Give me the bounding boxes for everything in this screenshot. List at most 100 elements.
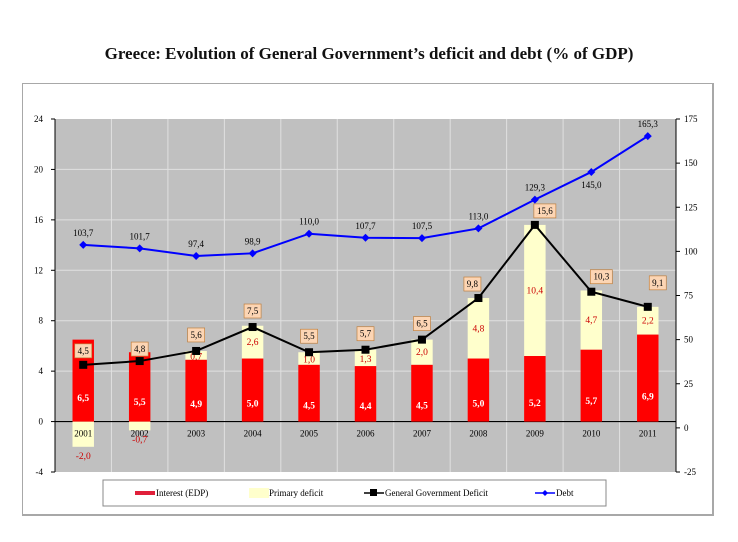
debt-marker	[192, 251, 201, 260]
gg-deficit-value-label: 5,7	[360, 329, 372, 339]
tick-label-right: 175	[684, 114, 698, 124]
tick-label-right: 150	[684, 158, 698, 168]
gg-deficit-marker	[305, 348, 314, 357]
gg-deficit-marker	[79, 360, 88, 369]
interest-value-label: 5,0	[247, 400, 259, 410]
tick-label-left: 0	[39, 417, 44, 427]
bar-interest	[185, 359, 207, 422]
debt-value-label: 113,0	[468, 211, 488, 221]
gg-deficit-value-label: 5,6	[191, 330, 203, 340]
bar-interest	[72, 339, 94, 422]
gg-deficit-marker	[474, 294, 483, 303]
primary-deficit-value-label: 2,6	[247, 338, 259, 348]
debt-marker	[305, 229, 314, 238]
primary-deficit-value-label: 0,7	[190, 352, 202, 362]
gg-deficit-value-label: 4,5	[78, 346, 90, 356]
debt-value-label: 98,9	[245, 236, 261, 246]
gg-deficit-value-label: 10,3	[593, 272, 609, 282]
debt-marker	[587, 167, 596, 176]
gg-deficit-label-box	[130, 341, 149, 357]
category-label: 2003	[187, 429, 206, 439]
category-label: 2006	[357, 429, 376, 439]
interest-value-label: 4,4	[360, 402, 372, 412]
bar-primary-deficit	[241, 325, 264, 359]
legend-label-gg: General Government Deficit	[385, 488, 488, 498]
debt-value-label: 107,7	[355, 221, 376, 231]
bar-interest	[298, 364, 320, 422]
tick-label-right: 50	[684, 335, 694, 345]
gg-deficit-label-box	[463, 276, 482, 292]
debt-value-label: 165,3	[638, 119, 659, 129]
bar-interest	[411, 364, 433, 422]
legend-swatch-debt-marker	[542, 490, 548, 496]
debt-marker	[248, 249, 257, 258]
legend-label-interest: Interest (EDP)	[156, 488, 208, 498]
interest-value-label: 4,5	[303, 402, 315, 412]
gg-deficit-marker	[192, 346, 201, 355]
interest-value-label: 4,9	[190, 400, 202, 410]
bar-primary-deficit	[72, 421, 94, 447]
interest-value-label: 6,5	[77, 394, 89, 404]
interest-value-label: 5,5	[134, 398, 146, 408]
gg-deficit-value-label: 7,5	[247, 306, 259, 316]
bar-primary-deficit	[354, 349, 377, 367]
tick-label-right: 125	[684, 202, 698, 212]
legend-swatch-interest	[135, 491, 155, 495]
tick-label-right: 0	[684, 423, 689, 433]
legend-label-debt: Debt	[556, 488, 574, 498]
gg-deficit-marker	[248, 323, 257, 332]
primary-deficit-value-label: 2,2	[642, 317, 654, 327]
debt-value-label: 101,7	[130, 231, 151, 241]
gg-deficit-label-box	[74, 343, 93, 359]
gg-deficit-marker	[587, 287, 596, 296]
debt-marker	[474, 224, 483, 233]
category-label: 2008	[469, 429, 488, 439]
interest-value-label: 6,9	[642, 392, 654, 402]
debt-value-label: 145,0	[581, 180, 602, 190]
tick-label-left: 24	[34, 114, 44, 124]
gg-deficit-label-box	[356, 326, 375, 342]
bar-primary-deficit	[298, 352, 320, 365]
debt-value-label: 97,4	[188, 239, 204, 249]
primary-deficit-value-label: 4,7	[585, 316, 597, 326]
legend-swatch-gg-marker	[370, 489, 377, 496]
debt-marker	[417, 234, 426, 243]
primary-deficit-value-label: -0,7	[132, 435, 147, 445]
debt-value-label: 103,7	[73, 228, 94, 238]
gg-deficit-value-label: 4,8	[134, 344, 146, 354]
gg-deficit-marker	[417, 335, 426, 344]
bar-interest	[354, 366, 377, 422]
chart-frame	[22, 83, 714, 516]
bar-primary-deficit	[524, 224, 546, 357]
primary-deficit-value-label: 4,8	[472, 324, 484, 334]
gg-deficit-label-box	[243, 303, 262, 319]
gg-deficit-value-label: 6,5	[416, 319, 428, 329]
tick-label-left: 4	[39, 366, 44, 376]
category-label: 2004	[244, 429, 263, 439]
gg-deficit-label-box	[648, 275, 667, 291]
primary-deficit-value-label: 2,0	[416, 348, 428, 358]
category-label: 2009	[526, 429, 545, 439]
bar-primary-deficit	[467, 298, 490, 359]
gg-deficit-marker	[135, 357, 144, 366]
debt-marker	[530, 195, 539, 204]
gg-deficit-value-label: 9,8	[467, 279, 479, 289]
bar-primary-deficit	[411, 339, 433, 365]
legend-swatch-primary	[249, 488, 269, 498]
legend	[102, 479, 607, 507]
legend-label-primary: Primary deficit	[269, 488, 324, 498]
bar-interest	[637, 334, 659, 422]
gg-deficit-marker	[361, 345, 370, 354]
tick-label-left: 8	[39, 316, 44, 326]
tick-label-left: 20	[34, 164, 44, 174]
gg-deficit-marker	[530, 220, 539, 229]
category-label: 2011	[639, 429, 657, 439]
bar-interest	[128, 352, 151, 422]
category-label: 2005	[300, 429, 319, 439]
bar-interest	[467, 358, 490, 422]
interest-value-label: 4,5	[416, 402, 428, 412]
bar-interest	[580, 349, 603, 422]
primary-deficit-value-label: 1,0	[303, 356, 315, 366]
tick-label-left: 16	[34, 215, 44, 225]
tick-label-right: 25	[684, 379, 694, 389]
